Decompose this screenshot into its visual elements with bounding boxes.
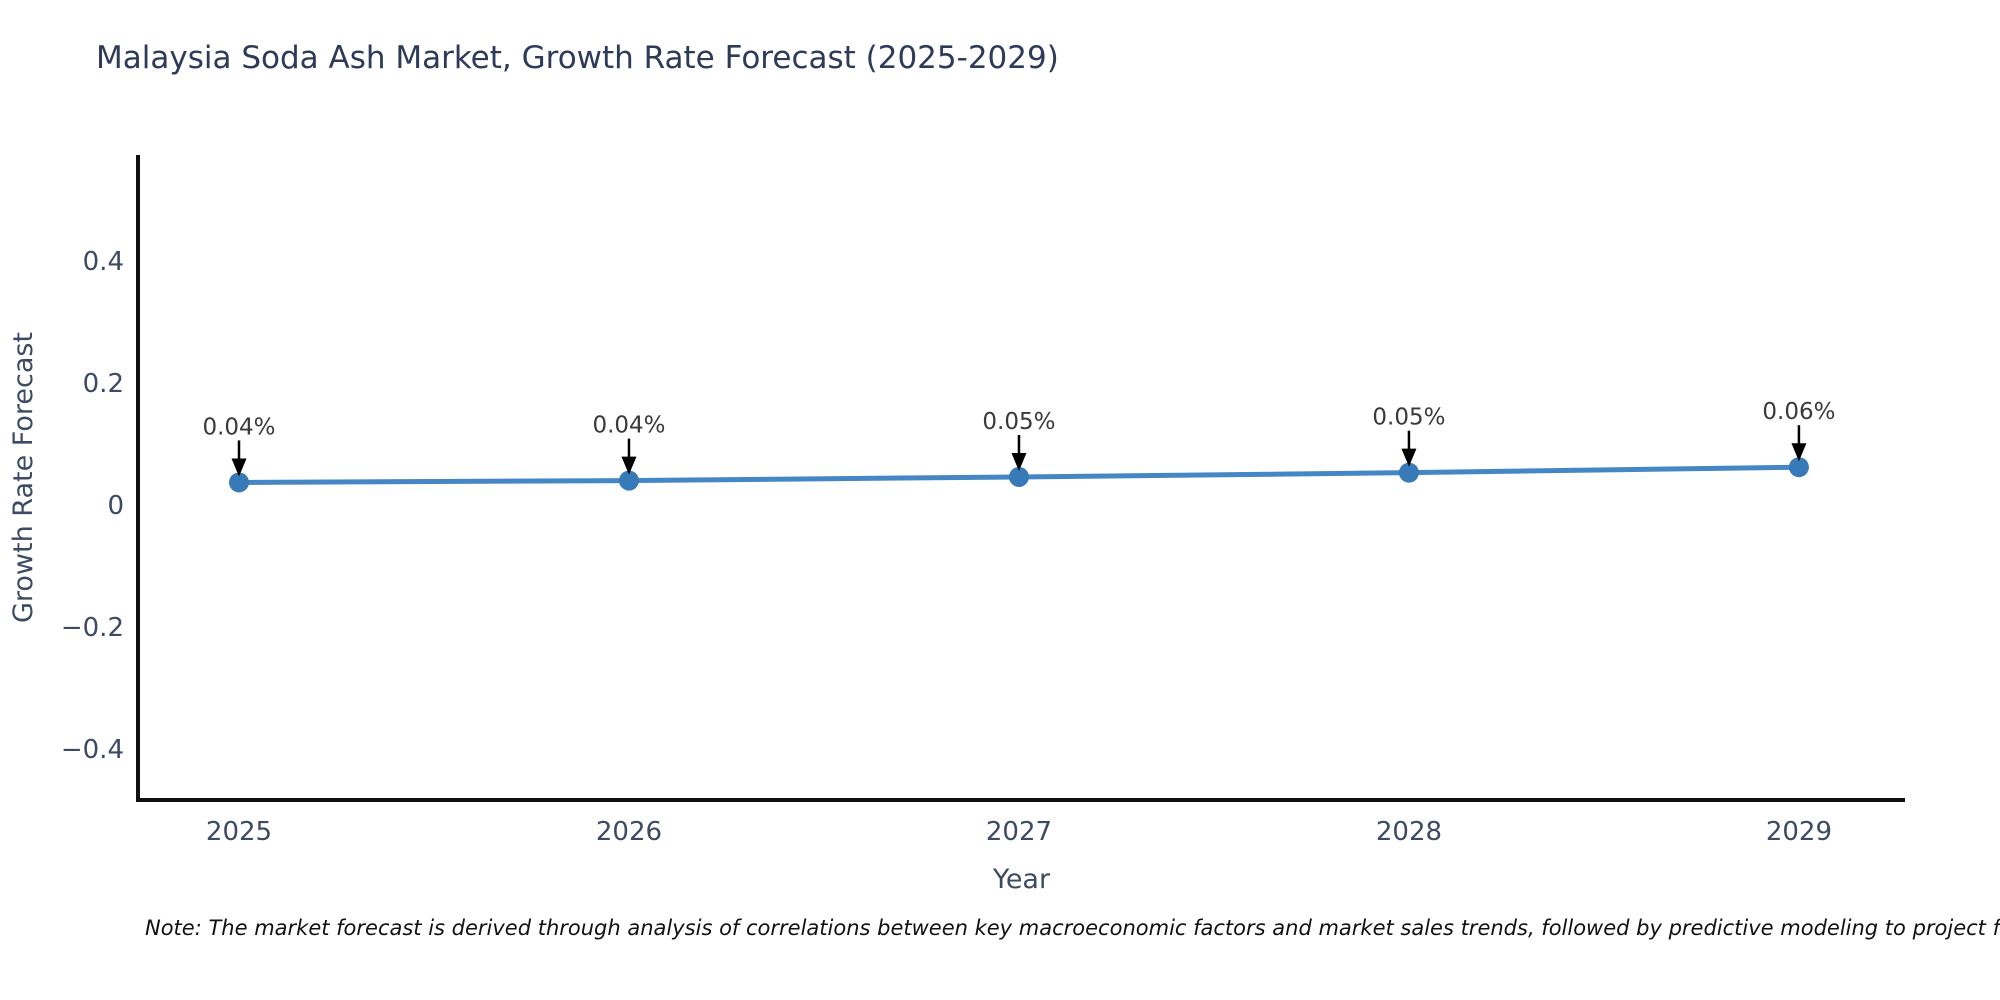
y-tick-label: 0	[107, 491, 124, 521]
x-tick-label: 2027	[986, 817, 1052, 847]
point-annotation: 0.04%	[592, 413, 665, 439]
data-point	[1008, 466, 1029, 487]
point-annotation: 0.04%	[202, 414, 275, 440]
annotation-arrowhead	[1401, 448, 1417, 467]
chart-title: Malaysia Soda Ash Market, Growth Rate Fo…	[96, 40, 1059, 76]
y-tick-label: 0.2	[83, 369, 124, 399]
x-tick-label: 2029	[1766, 817, 1832, 847]
data-point	[1788, 457, 1809, 478]
point-annotation: 0.05%	[1372, 405, 1445, 431]
y-tick-label: 0.4	[83, 247, 124, 277]
annotation-arrowhead	[1791, 443, 1807, 462]
annotation-arrowhead	[231, 458, 247, 477]
annotation-arrowhead	[621, 456, 637, 475]
data-point	[229, 472, 250, 493]
annotation-arrowhead	[1011, 452, 1027, 471]
x-tick-label: 2025	[206, 817, 272, 847]
x-tick-label: 2028	[1376, 817, 1442, 847]
point-annotation: 0.06%	[1762, 399, 1835, 425]
y-tick-label: −0.4	[61, 735, 124, 765]
y-axis-title: Growth Rate Forecast	[8, 332, 39, 623]
data-point	[618, 470, 639, 491]
data-point	[1398, 462, 1419, 483]
point-annotation: 0.05%	[982, 409, 1055, 435]
footnote: Note: The market forecast is derived thr…	[145, 916, 2000, 940]
x-tick-label: 2026	[596, 817, 662, 847]
y-tick-label: −0.2	[61, 613, 124, 643]
x-axis-title: Year	[992, 864, 1051, 895]
